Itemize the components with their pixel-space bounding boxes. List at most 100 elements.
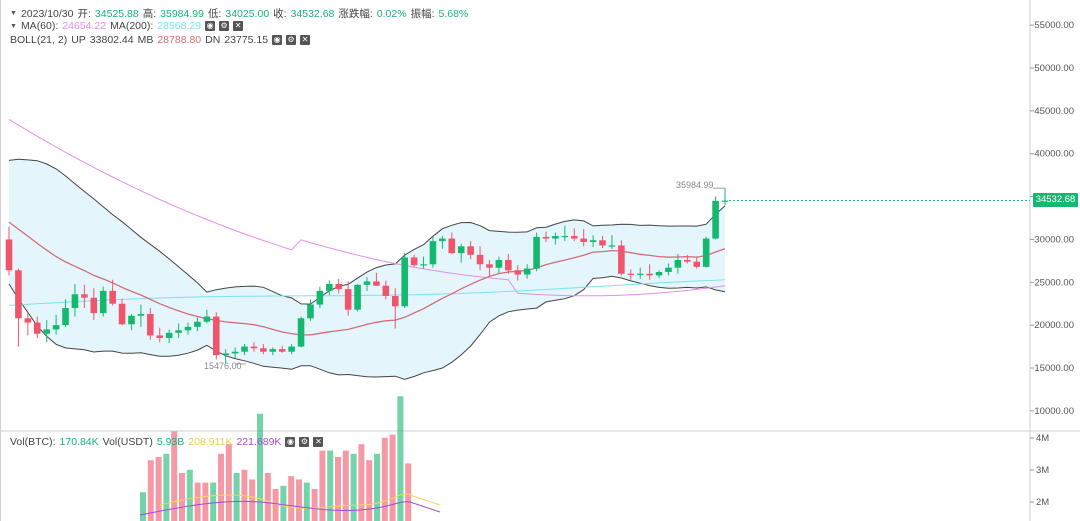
volume-bar xyxy=(241,469,248,521)
boll-upper-line xyxy=(8,158,726,305)
candle-body xyxy=(90,297,98,314)
candle-body xyxy=(655,272,663,276)
candle-body xyxy=(542,236,550,239)
volume-bar xyxy=(374,453,380,521)
collapse-arrow-icon[interactable]: ▼ xyxy=(10,22,17,30)
candle-body xyxy=(410,257,418,266)
volume-bar xyxy=(155,457,162,521)
volume-bar xyxy=(342,450,349,521)
candle-body xyxy=(165,332,173,338)
candle-body xyxy=(373,281,380,286)
volume-bar xyxy=(202,482,209,521)
candle-body xyxy=(589,240,597,242)
candle-body xyxy=(5,239,13,271)
candle-body xyxy=(674,260,682,268)
candle-body xyxy=(552,236,559,239)
candle-body xyxy=(118,303,126,325)
candle-body xyxy=(523,268,531,275)
candle-body xyxy=(693,261,701,267)
volume-bar xyxy=(218,453,224,521)
candle-body xyxy=(514,270,522,275)
volume-tick-label: 3M xyxy=(1036,465,1049,476)
low-annotation: 15476.00 xyxy=(204,361,242,371)
volume-legend: Vol(BTC): 170.84K Vol(USDT) 5.93B 208.911K… xyxy=(10,436,324,448)
candle-body xyxy=(194,321,201,327)
volume-bar xyxy=(405,463,412,521)
candle-body xyxy=(420,264,427,266)
low-value: 34025.00 xyxy=(225,7,270,20)
legend-date: 2023/10/30 xyxy=(20,7,74,20)
close-icon[interactable]: ✕ xyxy=(313,437,324,447)
price-tick-label: 55000.00 xyxy=(1034,20,1074,31)
volume-bar xyxy=(303,482,310,521)
volume-bar xyxy=(225,444,232,521)
volume-bar xyxy=(140,492,146,521)
candle-body xyxy=(81,294,88,298)
candle-body xyxy=(467,246,474,255)
candle-body xyxy=(184,326,192,331)
settings-icon[interactable]: ⚙ xyxy=(286,35,297,45)
volume-bar xyxy=(171,431,178,521)
candle-body xyxy=(505,260,512,271)
candle-body xyxy=(363,281,371,285)
candle-body xyxy=(665,267,672,272)
price-tick-label: 50000.00 xyxy=(1034,63,1074,74)
price-tick-label: 40000.00 xyxy=(1034,149,1074,160)
candle-body xyxy=(147,314,154,336)
ma60-line xyxy=(8,118,726,297)
candle-body xyxy=(561,236,569,238)
candle-body xyxy=(156,335,164,338)
settings-icon[interactable]: ⚙ xyxy=(219,21,230,31)
candle-body xyxy=(684,260,691,262)
volume-bar xyxy=(381,437,388,521)
ma-legend: ▼ MA(60): 24654.22 MA(200): 28568.29 ◉ ⚙ ✕ xyxy=(10,20,244,32)
volume-bar xyxy=(249,479,256,521)
candle-body xyxy=(137,314,145,316)
candle-body xyxy=(109,290,116,304)
candle-body xyxy=(391,296,399,307)
candle-body xyxy=(627,273,635,275)
eye-icon[interactable]: ◉ xyxy=(272,35,283,45)
candle-body xyxy=(250,346,258,349)
candle-body xyxy=(335,284,343,290)
volume-bar xyxy=(366,460,373,521)
close-icon[interactable]: ✕ xyxy=(233,21,244,31)
boll-middle-line xyxy=(8,221,726,336)
candle-body xyxy=(618,245,625,274)
price-tick-label: 20000.00 xyxy=(1034,320,1074,331)
candle-body xyxy=(599,240,606,246)
candle-body xyxy=(721,200,729,202)
candle-body xyxy=(636,273,644,275)
price-tick-label: 30000.00 xyxy=(1034,234,1074,245)
ma200-value: 28568.29 xyxy=(157,20,202,32)
boll-up-value: 33802.44 xyxy=(89,34,134,46)
candle-body xyxy=(476,254,484,265)
candle-body xyxy=(344,289,352,310)
settings-icon[interactable]: ⚙ xyxy=(299,437,310,447)
volume-bar xyxy=(358,444,365,521)
candle-body xyxy=(288,346,295,352)
candle-body xyxy=(580,238,587,242)
volume-bar xyxy=(311,489,318,521)
boll-dn-value: 23775.15 xyxy=(224,34,269,46)
collapse-arrow-icon[interactable]: ▼ xyxy=(10,10,17,17)
candle-body xyxy=(495,260,503,268)
candle-body xyxy=(43,329,50,334)
candle-body xyxy=(486,264,493,268)
candle-body xyxy=(99,290,107,314)
volume-bar xyxy=(280,485,287,521)
ma200-line xyxy=(8,279,726,306)
candle-body xyxy=(278,349,286,352)
candle-body xyxy=(62,308,69,326)
price-tick-label: 15000.00 xyxy=(1034,363,1074,374)
candle-body xyxy=(231,351,239,354)
eye-icon[interactable]: ◉ xyxy=(205,21,216,31)
amplitude-value: 5.68% xyxy=(438,7,469,20)
candle-body xyxy=(457,246,465,254)
volume-bar xyxy=(296,479,302,521)
eye-icon[interactable]: ◉ xyxy=(285,437,296,447)
boll-legend: BOLL(21, 2) UP 33802.44 MB 28788.80 DN 2377… xyxy=(10,34,311,46)
volume-bar xyxy=(397,396,404,521)
close-icon[interactable]: ✕ xyxy=(300,35,311,45)
